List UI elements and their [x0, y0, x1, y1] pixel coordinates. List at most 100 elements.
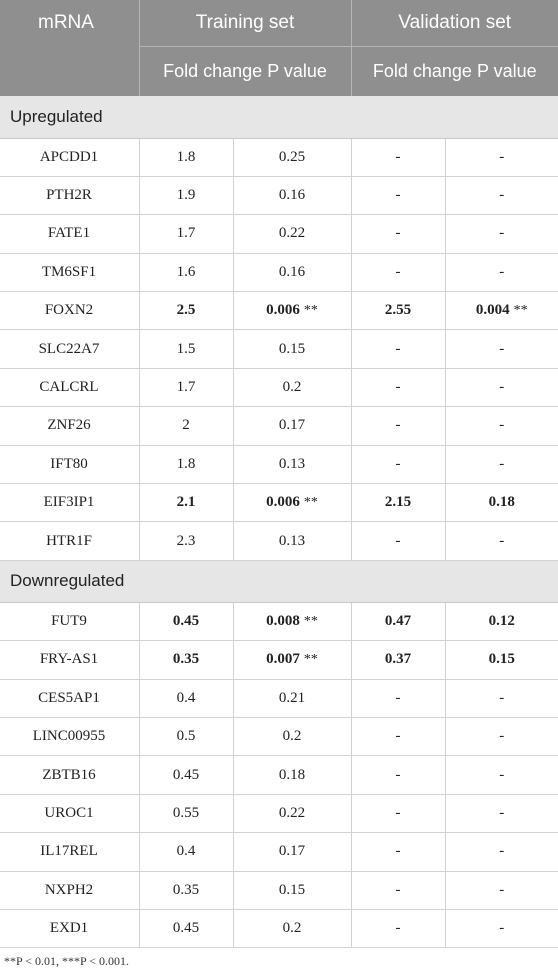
cell-validation-fold-change: 2.55	[351, 291, 446, 331]
cell-validation-p-value-value: -	[499, 417, 505, 434]
cell-validation-fold-change: 0.37	[351, 640, 446, 680]
cell-training-p-value-value: 0.25	[278, 148, 306, 165]
cell-training-p-value-value: 0.16	[278, 263, 306, 280]
cell-training-fold-change-value: 0.45	[172, 612, 200, 629]
cell-mrna: IL17REL	[0, 832, 140, 872]
cell-training-p-value: 0.007 **	[233, 640, 352, 680]
cell-validation-fold-change: -	[351, 329, 446, 369]
cell-validation-fold-change: -	[351, 406, 446, 446]
cell-validation-p-value: -	[445, 832, 558, 872]
table-row: FATE1 1.7 0.22 - -	[0, 214, 558, 254]
table-header: mRNA Training set Validation set Fold ch…	[0, 0, 558, 96]
cell-validation-fold-change: -	[351, 832, 446, 872]
cell-training-fold-change: 0.45	[139, 909, 234, 949]
table-row: LINC00955 0.5 0.2 - -	[0, 717, 558, 757]
header-validation-subcolumns: Fold change P value	[351, 45, 558, 96]
cell-training-fold-change-value: 0.35	[172, 651, 200, 668]
cell-training-fold-change: 1.9	[139, 176, 234, 216]
cell-training-p-value: 0.15	[233, 329, 352, 369]
cell-validation-fold-change-value: -	[395, 689, 401, 706]
mrna-name: APCDD1	[39, 148, 99, 165]
cell-training-p-value-value: 0.15	[278, 881, 306, 898]
cell-validation-fold-change-value: 2.55	[384, 302, 412, 319]
mrna-name: FUT9	[51, 612, 87, 629]
mrna-name: HTR1F	[46, 532, 92, 549]
header-training-fold-change: Fold change	[163, 60, 263, 81]
cell-training-p-value: 0.15	[233, 871, 352, 910]
cell-validation-fold-change-value: -	[395, 532, 401, 549]
cell-training-fold-change-value: 2.5	[176, 302, 196, 319]
cell-training-p-value-value: 0.13	[278, 532, 306, 549]
cell-validation-p-value: -	[445, 138, 558, 177]
cell-training-p-value-value: 0.22	[278, 804, 306, 821]
significance-marker: **	[303, 495, 318, 511]
cell-training-fold-change-value: 2.1	[176, 494, 196, 511]
cell-validation-fold-change-value: -	[395, 417, 401, 434]
mrna-name: FRY-AS1	[39, 651, 99, 668]
cell-mrna: ZBTB16	[0, 755, 140, 795]
cell-validation-fold-change-value: -	[395, 881, 401, 898]
cell-training-p-value: 0.22	[233, 794, 352, 834]
cell-training-p-value: 0.25	[233, 138, 352, 177]
cell-validation-p-value: -	[445, 176, 558, 216]
mrna-name: IFT80	[50, 455, 88, 472]
cell-validation-p-value-value: -	[499, 455, 505, 472]
cell-mrna: PTH2R	[0, 176, 140, 216]
cell-validation-p-value: -	[445, 445, 558, 485]
cell-mrna: EIF3IP1	[0, 483, 140, 523]
cell-validation-p-value-value: -	[499, 187, 505, 204]
cell-validation-p-value-value: -	[499, 532, 505, 549]
significance-marker: **	[303, 303, 318, 319]
cell-training-fold-change: 0.35	[139, 871, 234, 910]
cell-validation-p-value: 0.18	[445, 483, 558, 523]
cell-validation-p-value-value: -	[499, 881, 505, 898]
cell-validation-fold-change: -	[351, 871, 446, 910]
cell-mrna: NXPH2	[0, 871, 140, 910]
mrna-name: EIF3IP1	[43, 494, 95, 511]
cell-training-p-value-value: 0.006	[266, 302, 300, 319]
cell-validation-p-value-value: -	[499, 340, 505, 357]
cell-validation-p-value-value: 0.12	[488, 612, 515, 629]
cell-training-p-value-value: 0.2	[282, 379, 302, 396]
cell-validation-p-value: -	[445, 679, 558, 718]
cell-training-fold-change-value: 2	[182, 417, 190, 434]
cell-validation-fold-change: 2.15	[351, 483, 446, 523]
cell-validation-fold-change: 0.47	[351, 602, 446, 642]
cell-training-fold-change: 2	[139, 406, 234, 446]
mrna-name: TM6SF1	[41, 263, 97, 280]
cell-training-p-value: 0.17	[233, 406, 352, 446]
mrna-name: ZNF26	[47, 417, 91, 434]
cell-validation-p-value-value: 0.18	[488, 494, 515, 511]
cell-training-p-value: 0.2	[233, 717, 352, 757]
cell-mrna: LINC00955	[0, 717, 140, 757]
cell-training-fold-change-value: 1.8	[176, 455, 196, 472]
table-row: FUT9 0.45 0.008 ** 0.47 0.12	[0, 602, 558, 642]
cell-mrna: FOXN2	[0, 291, 140, 331]
mrna-name: LINC00955	[32, 728, 106, 745]
cell-mrna: EXD1	[0, 909, 140, 949]
cell-validation-p-value: -	[445, 329, 558, 369]
cell-training-p-value-value: 0.17	[278, 417, 306, 434]
header-validation-set: Validation set	[351, 0, 558, 46]
cell-validation-p-value: 0.004 **	[445, 291, 558, 331]
cell-validation-fold-change-value: -	[395, 804, 401, 821]
table-row: FOXN2 2.5 0.006 ** 2.55 0.004 **	[0, 291, 558, 331]
cell-training-p-value: 0.21	[233, 679, 352, 718]
cell-training-fold-change-value: 1.6	[176, 263, 196, 280]
mrna-name: FOXN2	[44, 302, 94, 319]
table-row: ZBTB16 0.45 0.18 - -	[0, 755, 558, 795]
cell-validation-p-value: -	[445, 253, 558, 293]
cell-training-fold-change: 1.6	[139, 253, 234, 293]
cell-mrna: HTR1F	[0, 521, 140, 561]
table-row: FRY-AS1 0.35 0.007 ** 0.37 0.15	[0, 640, 558, 680]
cell-mrna: SLC22A7	[0, 329, 140, 369]
cell-validation-p-value-value: -	[499, 766, 505, 783]
cell-training-p-value: 0.16	[233, 176, 352, 216]
cell-training-p-value-value: 0.008	[266, 612, 300, 629]
cell-validation-fold-change: -	[351, 794, 446, 834]
cell-training-fold-change: 0.45	[139, 602, 234, 642]
mrna-name: NXPH2	[44, 881, 94, 898]
cell-training-p-value-value: 0.22	[278, 225, 306, 242]
cell-training-fold-change: 1.5	[139, 329, 234, 369]
